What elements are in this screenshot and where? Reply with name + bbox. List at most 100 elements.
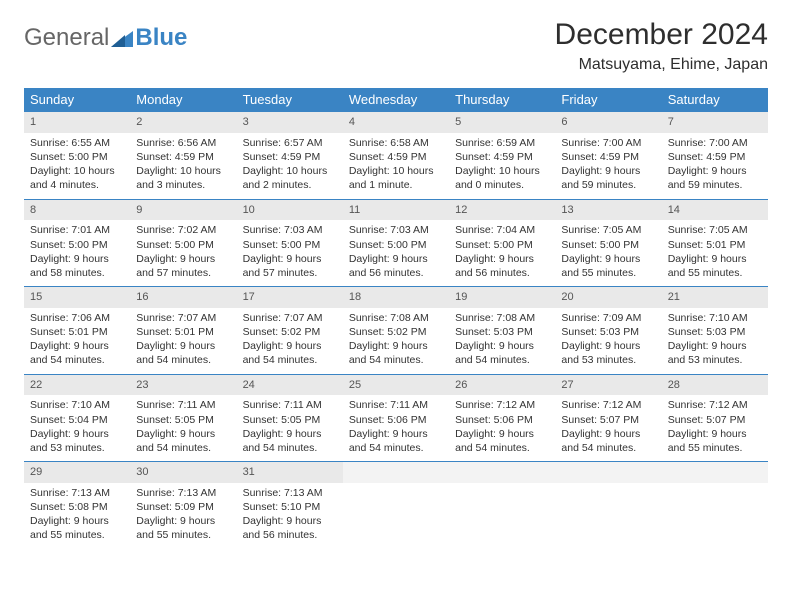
sunrise-line: Sunrise: 7:11 AM [243, 398, 337, 412]
daylight-line: Daylight: 9 hours and 54 minutes. [30, 339, 124, 367]
daylight-line: Daylight: 9 hours and 56 minutes. [243, 514, 337, 542]
calendar-page: General Blue December 2024 Matsuyama, Eh… [0, 0, 792, 567]
day-body: Sunrise: 6:55 AMSunset: 5:00 PMDaylight:… [24, 133, 130, 199]
day-cell: 17Sunrise: 7:07 AMSunset: 5:02 PMDayligh… [237, 287, 343, 375]
day-number: 18 [343, 287, 449, 308]
sunrise-line: Sunrise: 7:05 AM [561, 223, 655, 237]
sunrise-line: Sunrise: 7:05 AM [668, 223, 762, 237]
sunrise-line: Sunrise: 7:09 AM [561, 311, 655, 325]
sunset-line: Sunset: 5:00 PM [349, 238, 443, 252]
sunrise-line: Sunrise: 7:13 AM [243, 486, 337, 500]
day-cell: 28Sunrise: 7:12 AMSunset: 5:07 PMDayligh… [662, 374, 768, 462]
daylight-line: Daylight: 9 hours and 54 minutes. [243, 339, 337, 367]
day-cell: 24Sunrise: 7:11 AMSunset: 5:05 PMDayligh… [237, 374, 343, 462]
day-body: Sunrise: 7:00 AMSunset: 4:59 PMDaylight:… [555, 133, 661, 199]
day-number: 1 [24, 112, 130, 133]
day-cell: 10Sunrise: 7:03 AMSunset: 5:00 PMDayligh… [237, 199, 343, 287]
sunrise-line: Sunrise: 6:59 AM [455, 136, 549, 150]
day-number: 9 [130, 200, 236, 221]
day-body: Sunrise: 7:06 AMSunset: 5:01 PMDaylight:… [24, 308, 130, 374]
daylight-line: Daylight: 10 hours and 0 minutes. [455, 164, 549, 192]
sunset-line: Sunset: 5:03 PM [561, 325, 655, 339]
daylight-line: Daylight: 9 hours and 55 minutes. [30, 514, 124, 542]
week-row: 22Sunrise: 7:10 AMSunset: 5:04 PMDayligh… [24, 374, 768, 462]
daylight-line: Daylight: 9 hours and 56 minutes. [455, 252, 549, 280]
day-body: Sunrise: 7:13 AMSunset: 5:08 PMDaylight:… [24, 483, 130, 549]
day-number: 7 [662, 112, 768, 133]
daylight-line: Daylight: 9 hours and 54 minutes. [561, 427, 655, 455]
day-body: Sunrise: 6:57 AMSunset: 4:59 PMDaylight:… [237, 133, 343, 199]
daylight-line: Daylight: 9 hours and 53 minutes. [668, 339, 762, 367]
day-number: 25 [343, 375, 449, 396]
sunset-line: Sunset: 5:05 PM [136, 413, 230, 427]
day-cell: 4Sunrise: 6:58 AMSunset: 4:59 PMDaylight… [343, 112, 449, 200]
daylight-line: Daylight: 9 hours and 54 minutes. [349, 427, 443, 455]
sunset-line: Sunset: 4:59 PM [455, 150, 549, 164]
day-cell: 27Sunrise: 7:12 AMSunset: 5:07 PMDayligh… [555, 374, 661, 462]
day-body: Sunrise: 7:08 AMSunset: 5:03 PMDaylight:… [449, 308, 555, 374]
sunrise-line: Sunrise: 7:00 AM [561, 136, 655, 150]
day-number: 27 [555, 375, 661, 396]
sunrise-line: Sunrise: 7:01 AM [30, 223, 124, 237]
location-subtitle: Matsuyama, Ehime, Japan [555, 56, 768, 74]
sunrise-line: Sunrise: 7:10 AM [30, 398, 124, 412]
daylight-line: Daylight: 9 hours and 59 minutes. [668, 164, 762, 192]
days-of-week-row: Sunday Monday Tuesday Wednesday Thursday… [24, 88, 768, 112]
day-number: 19 [449, 287, 555, 308]
daylight-line: Daylight: 10 hours and 4 minutes. [30, 164, 124, 192]
daylight-line: Daylight: 9 hours and 54 minutes. [455, 339, 549, 367]
day-number: 21 [662, 287, 768, 308]
day-number [343, 462, 449, 483]
day-number: 8 [24, 200, 130, 221]
day-body: Sunrise: 7:05 AMSunset: 5:00 PMDaylight:… [555, 220, 661, 286]
daylight-line: Daylight: 9 hours and 57 minutes. [243, 252, 337, 280]
day-number: 12 [449, 200, 555, 221]
sunrise-line: Sunrise: 6:56 AM [136, 136, 230, 150]
day-body [555, 483, 661, 492]
day-body [449, 483, 555, 492]
day-body: Sunrise: 7:04 AMSunset: 5:00 PMDaylight:… [449, 220, 555, 286]
sunset-line: Sunset: 5:02 PM [349, 325, 443, 339]
day-cell: 30Sunrise: 7:13 AMSunset: 5:09 PMDayligh… [130, 462, 236, 549]
day-number: 23 [130, 375, 236, 396]
daylight-line: Daylight: 9 hours and 58 minutes. [30, 252, 124, 280]
sunset-line: Sunset: 5:04 PM [30, 413, 124, 427]
sunrise-line: Sunrise: 7:00 AM [668, 136, 762, 150]
day-number: 11 [343, 200, 449, 221]
sunrise-line: Sunrise: 7:11 AM [349, 398, 443, 412]
day-cell: 31Sunrise: 7:13 AMSunset: 5:10 PMDayligh… [237, 462, 343, 549]
sunrise-line: Sunrise: 7:12 AM [561, 398, 655, 412]
sunrise-line: Sunrise: 7:11 AM [136, 398, 230, 412]
day-body: Sunrise: 7:02 AMSunset: 5:00 PMDaylight:… [130, 220, 236, 286]
day-number: 5 [449, 112, 555, 133]
day-cell: 13Sunrise: 7:05 AMSunset: 5:00 PMDayligh… [555, 199, 661, 287]
day-number: 29 [24, 462, 130, 483]
sunset-line: Sunset: 5:01 PM [668, 238, 762, 252]
daylight-line: Daylight: 9 hours and 57 minutes. [136, 252, 230, 280]
daylight-line: Daylight: 9 hours and 55 minutes. [561, 252, 655, 280]
day-cell: 26Sunrise: 7:12 AMSunset: 5:06 PMDayligh… [449, 374, 555, 462]
day-cell: 20Sunrise: 7:09 AMSunset: 5:03 PMDayligh… [555, 287, 661, 375]
sunset-line: Sunset: 5:07 PM [668, 413, 762, 427]
day-number: 24 [237, 375, 343, 396]
day-cell: 12Sunrise: 7:04 AMSunset: 5:00 PMDayligh… [449, 199, 555, 287]
sunset-line: Sunset: 5:00 PM [30, 150, 124, 164]
calendar-table: Sunday Monday Tuesday Wednesday Thursday… [24, 88, 768, 549]
day-cell [555, 462, 661, 549]
day-cell: 5 Sunrise: 6:59 AMSunset: 4:59 PMDaylight… [449, 112, 555, 200]
sunrise-line: Sunrise: 7:03 AM [349, 223, 443, 237]
dow-saturday: Saturday [662, 88, 768, 112]
day-body: Sunrise: 7:12 AMSunset: 5:07 PMDaylight:… [555, 395, 661, 461]
sunset-line: Sunset: 5:01 PM [136, 325, 230, 339]
sunrise-line: Sunrise: 7:02 AM [136, 223, 230, 237]
day-cell: 19Sunrise: 7:08 AMSunset: 5:03 PMDayligh… [449, 287, 555, 375]
daylight-line: Daylight: 9 hours and 54 minutes. [136, 339, 230, 367]
sunrise-line: Sunrise: 7:08 AM [349, 311, 443, 325]
sunset-line: Sunset: 4:59 PM [136, 150, 230, 164]
day-body: Sunrise: 7:11 AMSunset: 5:05 PMDaylight:… [237, 395, 343, 461]
day-cell: 14Sunrise: 7:05 AMSunset: 5:01 PMDayligh… [662, 199, 768, 287]
week-row: 8 Sunrise: 7:01 AM Sunset: 5:00 PM Daylight… [24, 199, 768, 287]
day-number: 16 [130, 287, 236, 308]
day-body: Sunrise: 7:10 AMSunset: 5:03 PMDaylight:… [662, 308, 768, 374]
daylight-line: Daylight: 9 hours and 54 minutes. [349, 339, 443, 367]
